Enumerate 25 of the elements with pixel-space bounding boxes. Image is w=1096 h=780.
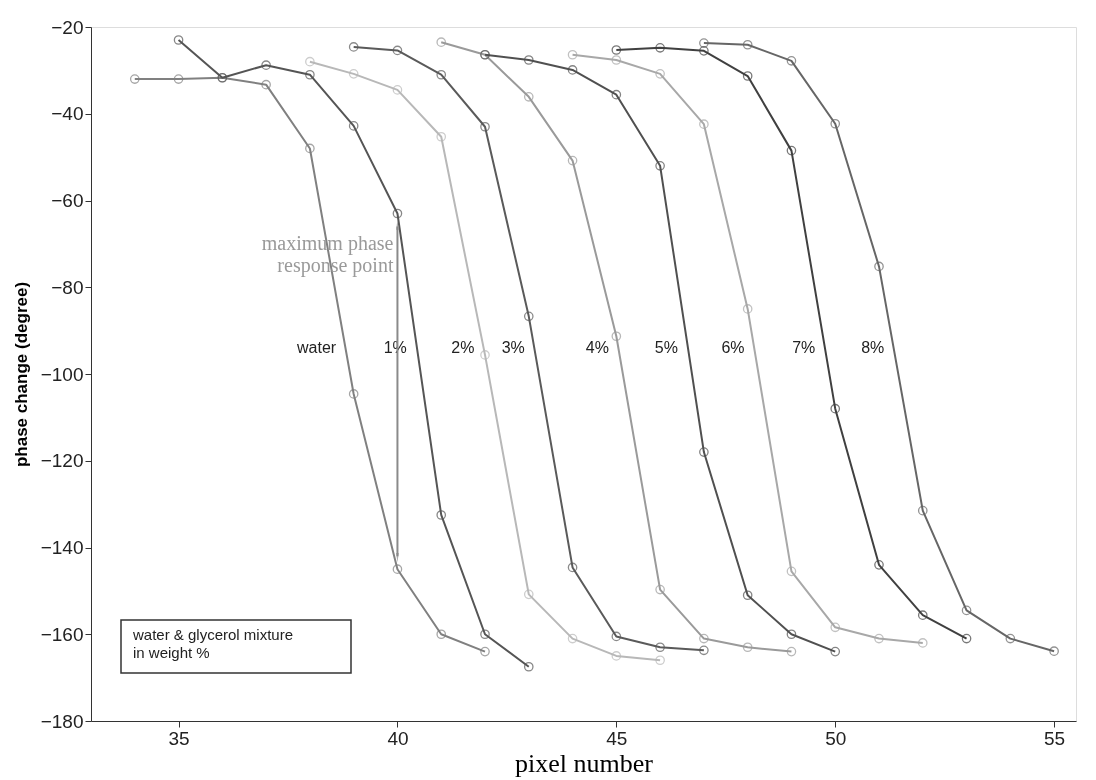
- series-label: 5%: [654, 338, 678, 356]
- y-axis-title: phase change (degree): [11, 281, 31, 468]
- series-label: 2%: [451, 338, 475, 356]
- x-tick-label: 40: [387, 727, 409, 749]
- series-label: 7%: [792, 338, 816, 356]
- y-tick-label: −40: [51, 103, 84, 125]
- y-tick-label: −20: [51, 16, 84, 38]
- y-tick-label: −180: [40, 710, 84, 732]
- x-tick-label: 45: [606, 727, 628, 749]
- x-axis-title: pixel number: [515, 748, 654, 778]
- series-label: 8%: [861, 338, 885, 356]
- series-label: 4%: [585, 338, 609, 356]
- x-tick-label: 35: [168, 727, 190, 749]
- x-tick-label: 55: [1044, 727, 1066, 749]
- y-tick-label: −80: [51, 276, 84, 298]
- series-label: 3%: [501, 338, 525, 356]
- y-tick-label: −60: [51, 190, 84, 211]
- x-tick-label: 50: [825, 727, 847, 749]
- annotation: water & glycerol mixture in weight %: [132, 626, 294, 661]
- y-tick-label: −140: [40, 537, 84, 558]
- y-tick-label: −160: [40, 623, 84, 645]
- series-label: water: [295, 338, 337, 356]
- y-tick-label: −100: [40, 363, 84, 385]
- y-tick-label: −120: [40, 450, 84, 472]
- series-label: 6%: [721, 338, 745, 356]
